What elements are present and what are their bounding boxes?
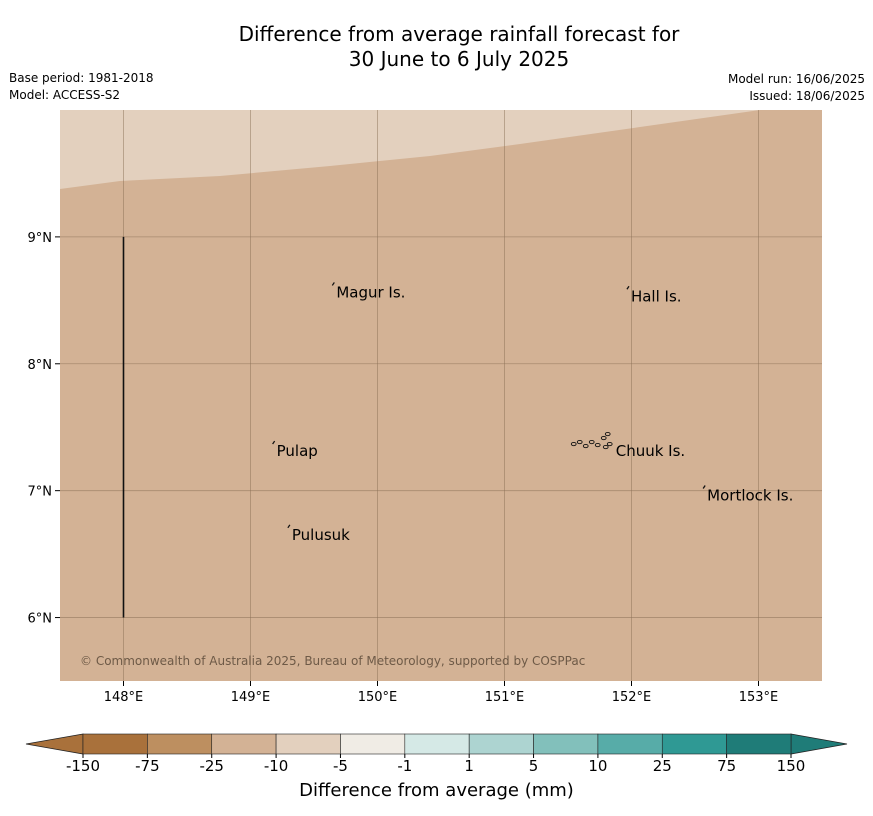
lon-tick-label: 149°E xyxy=(231,690,271,705)
chuuk-atoll-shape xyxy=(570,432,613,450)
colorbar-segment xyxy=(82,733,148,755)
copyright-text: © Commonwealth of Australia 2025, Bureau… xyxy=(80,654,585,668)
map-title: Difference from average rainfall forecas… xyxy=(0,22,873,72)
place-label: Mortlock Is. xyxy=(707,486,793,504)
colorbar-segment xyxy=(468,733,534,755)
colorbar-tick-label: -5 xyxy=(333,757,348,775)
colorbar-segment xyxy=(340,733,406,755)
lat-tick-label: 9°N xyxy=(28,231,53,246)
colorbar-tick-label: 150 xyxy=(777,757,806,775)
model-text: Model: ACCESS-S2 xyxy=(9,88,121,102)
island-shape xyxy=(272,440,276,445)
lon-tick-label: 148°E xyxy=(104,690,144,705)
base-period-text: Base period: 1981-2018 xyxy=(9,71,154,85)
island-shape xyxy=(287,524,291,529)
island-shape xyxy=(702,485,706,489)
colorbar-tick-label: -1 xyxy=(397,757,412,775)
lat-tick-label: 6°N xyxy=(28,612,53,627)
colorbar-tick-label: -75 xyxy=(135,757,160,775)
island-shape xyxy=(331,282,335,286)
colorbar-tick-label: -10 xyxy=(264,757,289,775)
colorbar-segment xyxy=(726,733,792,755)
lon-tick-label: 150°E xyxy=(358,690,398,705)
colorbar-segment xyxy=(404,733,470,755)
colorbar-tick-label: 25 xyxy=(653,757,672,775)
place-label: Pulap xyxy=(277,442,318,460)
lon-tick-label: 153°E xyxy=(739,690,779,705)
island-shape xyxy=(626,285,630,290)
info-left: Base period: 1981-2018 Model: ACCESS-S2 xyxy=(9,70,154,104)
lat-tick-label: 7°N xyxy=(28,485,53,500)
title-line-1: Difference from average rainfall forecas… xyxy=(238,22,680,46)
place-label: Chuuk Is. xyxy=(616,442,685,460)
place-label: Hall Is. xyxy=(631,287,682,305)
info-right: Model run: 16/06/2025 Issued: 18/06/2025 xyxy=(728,71,865,105)
colorbar-label: Difference from average (mm) xyxy=(299,780,574,801)
colorbar-tick-label: 10 xyxy=(588,757,607,775)
lon-tick-label: 151°E xyxy=(485,690,525,705)
colorbar-segment xyxy=(597,733,663,755)
colorbar-segment xyxy=(661,733,727,755)
lon-tick-label: 152°E xyxy=(612,690,652,705)
upper-anomaly-band xyxy=(60,110,760,189)
colorbar-segment xyxy=(533,733,599,755)
colorbar-tick-label: -150 xyxy=(66,757,100,775)
colorbar-segment xyxy=(211,733,277,755)
colorbar-segment xyxy=(275,733,341,755)
place-label: Magur Is. xyxy=(336,283,405,301)
colorbar-tick-label: 5 xyxy=(529,757,539,775)
colorbar-tick-label: 75 xyxy=(717,757,736,775)
colorbar xyxy=(25,733,848,755)
map-background xyxy=(60,110,822,681)
issued-text: Issued: 18/06/2025 xyxy=(749,89,865,103)
lat-tick-label: 8°N xyxy=(28,358,53,373)
colorbar-tick-label: -25 xyxy=(199,757,224,775)
colorbar-segment xyxy=(147,733,213,755)
colorbar-tick-label: 1 xyxy=(464,757,474,775)
place-label: Pulusuk xyxy=(292,526,350,544)
title-line-2: 30 June to 6 July 2025 xyxy=(348,47,570,71)
model-run-text: Model run: 16/06/2025 xyxy=(727,72,865,86)
